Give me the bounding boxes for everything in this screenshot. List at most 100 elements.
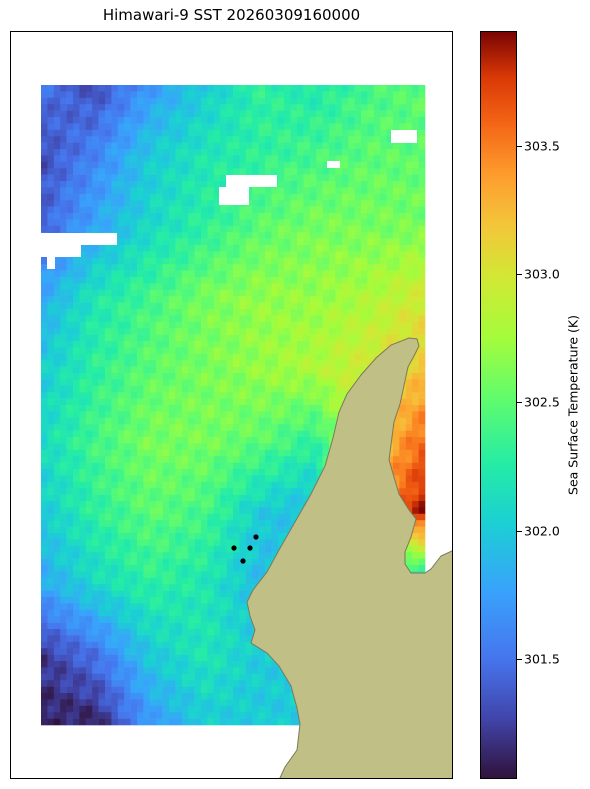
sst-cell xyxy=(162,200,170,207)
sst-cell xyxy=(233,552,240,559)
sst-cell xyxy=(341,277,349,284)
sst-cell xyxy=(258,526,266,534)
sst-cell xyxy=(47,136,55,143)
sst-cell xyxy=(213,507,221,515)
sst-cell xyxy=(271,424,279,431)
sst-cell xyxy=(149,315,157,323)
sst-cell xyxy=(271,315,279,323)
sst-cell xyxy=(194,117,202,124)
sst-cell xyxy=(399,181,407,188)
sst-cell xyxy=(47,85,55,92)
sst-cell xyxy=(181,584,189,591)
sst-cell xyxy=(162,213,170,220)
sst-cell xyxy=(92,584,99,591)
sst-cell xyxy=(201,168,208,175)
sst-cell xyxy=(220,315,227,323)
sst-cell xyxy=(162,398,170,406)
sst-cell xyxy=(412,424,419,431)
sst-cell xyxy=(303,251,311,259)
sst-cell xyxy=(92,174,99,182)
sst-cell xyxy=(137,405,144,412)
sst-cell xyxy=(111,590,119,598)
sst-cell xyxy=(207,513,215,521)
sst-cell xyxy=(348,283,355,291)
sst-cell xyxy=(335,347,343,355)
sst-cell xyxy=(41,296,48,303)
sst-cell xyxy=(399,91,407,99)
sst-cell xyxy=(66,347,74,355)
sst-cell xyxy=(85,161,93,169)
sst-cell xyxy=(92,168,99,175)
sst-cell xyxy=(156,475,163,483)
sst-cell xyxy=(367,225,375,233)
sst-cell xyxy=(341,213,349,220)
sst-cell xyxy=(194,315,202,323)
sst-cell xyxy=(322,328,330,335)
sst-cell xyxy=(201,385,208,393)
sst-cell xyxy=(297,475,304,483)
sst-cell xyxy=(53,91,61,99)
sst-cell xyxy=(303,328,311,335)
sst-cell xyxy=(393,187,400,195)
sst-cell xyxy=(137,245,144,252)
sst-cell xyxy=(303,142,311,150)
sst-cell xyxy=(354,277,362,284)
sst-cell xyxy=(162,392,170,399)
sst-cell xyxy=(373,187,381,195)
sst-cell xyxy=(354,264,362,271)
sst-cell xyxy=(156,430,163,438)
sst-cell xyxy=(53,584,61,591)
sst-cell xyxy=(265,142,272,150)
sst-cell xyxy=(85,513,93,521)
sst-cell xyxy=(245,552,253,559)
sst-cell xyxy=(47,437,55,444)
sst-cell xyxy=(393,456,400,463)
sst-cell xyxy=(201,533,208,540)
sst-cell xyxy=(373,168,381,175)
sst-cell xyxy=(85,219,93,227)
sst-cell xyxy=(303,219,311,227)
sst-cell xyxy=(162,91,170,99)
sst-cell xyxy=(245,501,253,508)
sst-cell xyxy=(181,257,189,265)
sst-cell xyxy=(412,193,419,201)
sst-cell xyxy=(418,475,426,483)
sst-cell xyxy=(143,321,151,329)
sst-cell xyxy=(175,347,183,355)
sst-cell xyxy=(418,136,426,143)
sst-cell xyxy=(156,187,163,195)
sst-cell xyxy=(143,398,151,406)
sst-cell xyxy=(412,91,419,99)
sst-cell xyxy=(124,360,131,367)
sst-cell xyxy=(60,513,67,521)
sst-cell xyxy=(92,469,99,476)
sst-cell xyxy=(418,309,426,316)
sst-cell xyxy=(73,315,80,323)
sst-cell xyxy=(245,168,253,175)
sst-cell xyxy=(399,200,407,207)
sst-cell xyxy=(117,520,125,527)
sst-cell xyxy=(194,584,202,591)
sst-cell xyxy=(284,174,291,182)
sst-cell xyxy=(233,257,240,265)
sst-cell xyxy=(85,277,93,284)
sst-cell xyxy=(111,123,119,131)
sst-cell xyxy=(162,481,170,489)
sst-cell xyxy=(98,603,106,611)
sst-cell xyxy=(329,411,336,419)
sst-cell xyxy=(226,533,234,540)
sst-cell xyxy=(201,85,208,92)
sst-cell xyxy=(335,181,343,188)
sst-cell xyxy=(252,424,259,431)
sst-cell xyxy=(297,155,304,163)
sst-cell xyxy=(239,526,247,534)
sst-cell xyxy=(405,449,413,457)
sst-cell xyxy=(53,545,61,553)
sst-cell xyxy=(341,257,349,265)
sst-cell xyxy=(412,456,419,463)
sst-cell xyxy=(361,270,368,278)
sst-cell xyxy=(117,302,125,310)
sst-cell xyxy=(169,488,176,495)
sst-cell xyxy=(60,385,67,393)
sst-cell xyxy=(329,91,336,99)
